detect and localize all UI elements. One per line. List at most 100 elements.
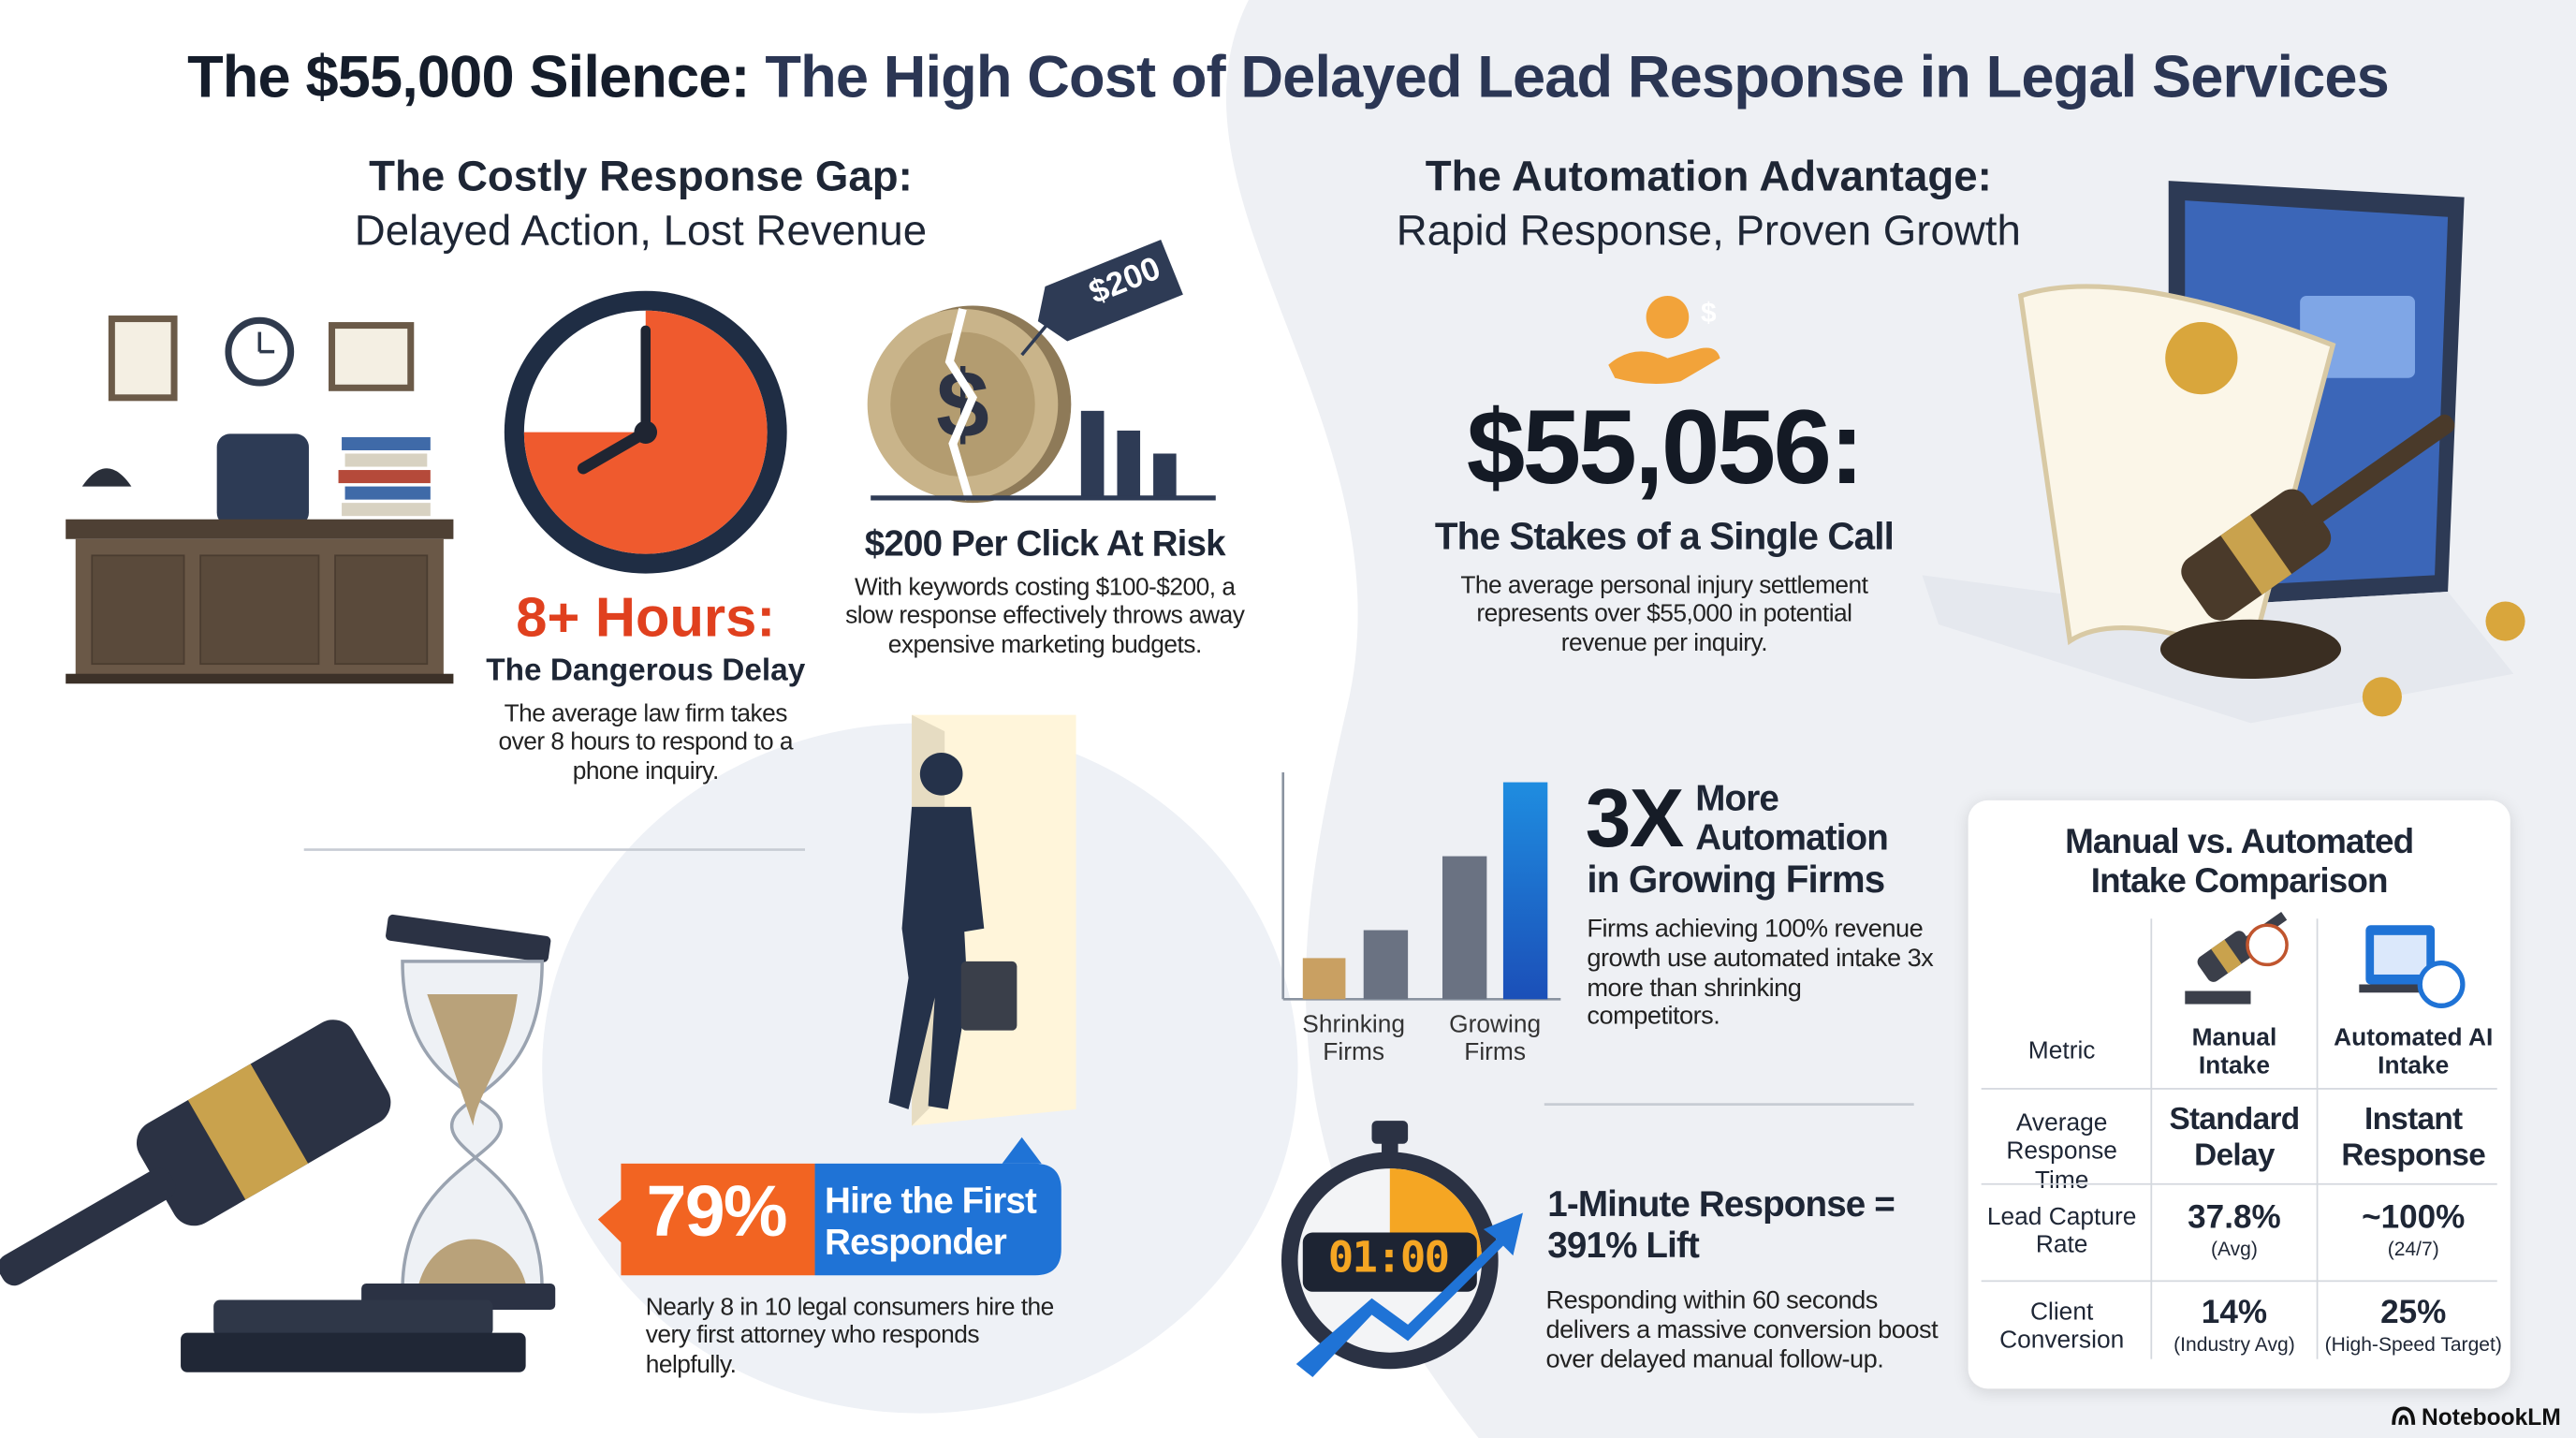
stopwatch-illustration-shape (1295, 1212, 1523, 1378)
section-heading: The Costly Response Gap: (369, 151, 913, 201)
delay-stat: 8+ Hours: (516, 586, 776, 650)
row-divider (1981, 1088, 2497, 1090)
growth-bars-illustration-shape (1502, 782, 1548, 1000)
row-divider (1981, 1280, 2497, 1283)
responder-badge-shape (597, 1163, 815, 1276)
gavel-hourglass-illustration-shape (427, 994, 518, 1126)
responder-stat: 79% (646, 1171, 788, 1253)
timer-display: 01:00 (1327, 1234, 1450, 1284)
office-illustration-shape (81, 468, 132, 487)
table-icons-shape (2246, 923, 2289, 967)
speed-text: Responding within 60 seconds delivers a … (1545, 1286, 1939, 1373)
laptop-illustration (1922, 181, 2525, 724)
table-icons-shape (2374, 934, 2427, 975)
gavel-hourglass-illustration-shape (386, 914, 551, 962)
office-illustration-shape (334, 554, 429, 666)
brand: NotebookLM (2422, 1403, 2561, 1431)
money-hand-icon-shape (1608, 347, 1720, 385)
laptop-illustration-shape (2159, 619, 2342, 679)
laptop-illustration-shape (2362, 677, 2402, 717)
table-icons-shape (2417, 961, 2466, 1008)
laptop-illustration-shape (2181, 414, 2455, 621)
section-heading: The Automation Advantage: (1425, 151, 1992, 201)
responder-label: Hire the First Responder (825, 1180, 1037, 1263)
clock-illustration (504, 290, 787, 574)
coin-illustration-shape (1153, 453, 1177, 497)
laptop-illustration-shape (2485, 601, 2525, 641)
door-illustration (888, 714, 1076, 1126)
responder-badge-shape (1002, 1137, 1042, 1164)
door-illustration-shape (888, 806, 985, 1109)
table-title: Manual vs. Automated Intake Comparison (2065, 823, 2414, 902)
table-icons-shape (2359, 984, 2442, 993)
office-illustration-shape (216, 433, 309, 526)
metric-cell: Client Conversion (1999, 1298, 2125, 1355)
click-text: With keywords costing $100-$200, a slow … (845, 573, 1245, 659)
gavel-hourglass-illustration-shape (0, 1020, 391, 1286)
coin-illustration-shape (1080, 410, 1105, 497)
bar-label: Shrinking Firms (1302, 1010, 1406, 1067)
door-illustration-shape (919, 752, 963, 796)
office-illustration-shape (344, 453, 428, 467)
coin-illustration-shape (1037, 239, 1183, 342)
metric-cell: Average Response Time (2006, 1108, 2117, 1195)
manual-note: (Avg) (2210, 1237, 2258, 1261)
table-icons-shape (2185, 990, 2251, 1005)
gavel-hourglass-illustration (0, 914, 556, 1372)
title-rest: The High Cost of Delayed Lead Response i… (765, 42, 2389, 110)
laptop-illustration-shape-shape (2220, 514, 2292, 595)
automation-stat-label: More Automation (1695, 777, 1889, 858)
delay-label: The Dangerous Delay (486, 653, 806, 689)
clock-illustration-shape (634, 420, 658, 444)
bar-label: Growing Firms (1449, 1010, 1542, 1067)
section-subheading: Rapid Response, Proven Growth (1396, 205, 2021, 256)
gavel-hourglass-illustration-shape (181, 1332, 526, 1372)
growth-bars-illustration-shape (1442, 856, 1487, 1000)
coin-illustration-shape (890, 331, 1035, 477)
office-illustration-shape (91, 554, 185, 666)
delay-text: The average law firm takes over 8 hours … (498, 699, 794, 785)
automated-note: (24/7) (2387, 1237, 2439, 1261)
header-cell: Automated AI Intake (2334, 1023, 2494, 1080)
automated-cell: ~100% (2362, 1199, 2466, 1237)
brand-icon-shape (2392, 1406, 2416, 1425)
coin-illustration-shape-shape (1037, 239, 1183, 342)
metric-cell: Lead Capture Rate (1986, 1202, 2137, 1260)
manual-note: (Industry Avg) (2174, 1332, 2295, 1357)
office-illustration-shape (338, 470, 431, 484)
gavel-hourglass-illustration-shape (418, 1239, 526, 1284)
responder-badge-shape (814, 1163, 1061, 1276)
office-illustration-shape (342, 503, 431, 517)
table-icons-shape-shape (2211, 939, 2242, 974)
automated-cell: Instant Response (2341, 1102, 2486, 1174)
stakes-label: The Stakes of a Single Call (1434, 514, 1895, 558)
speed-title: 1-Minute Response = 391% Lift (1547, 1182, 1895, 1267)
column-divider (2150, 918, 2153, 1359)
office-illustration-shape (199, 554, 320, 666)
door-illustration-shape (960, 961, 1017, 1031)
manual-cell: 37.8% (2188, 1199, 2281, 1237)
responder-badge (597, 1137, 1061, 1276)
stopwatch-illustration-shape (1302, 1232, 1477, 1292)
automation-text: Firms achieving 100% revenue growth use … (1587, 915, 1934, 1032)
table-icons (2185, 911, 2466, 1008)
row-divider (1981, 1182, 2497, 1185)
money-hand-icon (1608, 295, 1720, 385)
stopwatch-illustration (1281, 1121, 1523, 1378)
laptop-illustration-shape (2165, 322, 2238, 395)
manual-cell: Standard Delay (2169, 1102, 2300, 1174)
title-highlight: The $55,000 Silence: (187, 42, 750, 110)
growth-bars-illustration (1281, 772, 1561, 1001)
automation-label: in Growing Firms (1587, 858, 1885, 901)
gavel-hourglass-illustration-shape (213, 1299, 493, 1337)
stakes-text: The average personal injury settlement r… (1460, 571, 1868, 657)
growth-bars-illustration-shape (1363, 930, 1409, 1000)
laptop-illustration-shape-shape (2301, 414, 2455, 528)
responder-text: Nearly 8 in 10 legal consumers hire the … (645, 1293, 1055, 1378)
brand-icon-shape (2398, 1415, 2408, 1425)
header-cell: Manual Intake (2191, 1023, 2277, 1080)
automation-stat: 3X (1585, 772, 1685, 865)
stakes-stat: $55,056: (1466, 388, 1865, 506)
